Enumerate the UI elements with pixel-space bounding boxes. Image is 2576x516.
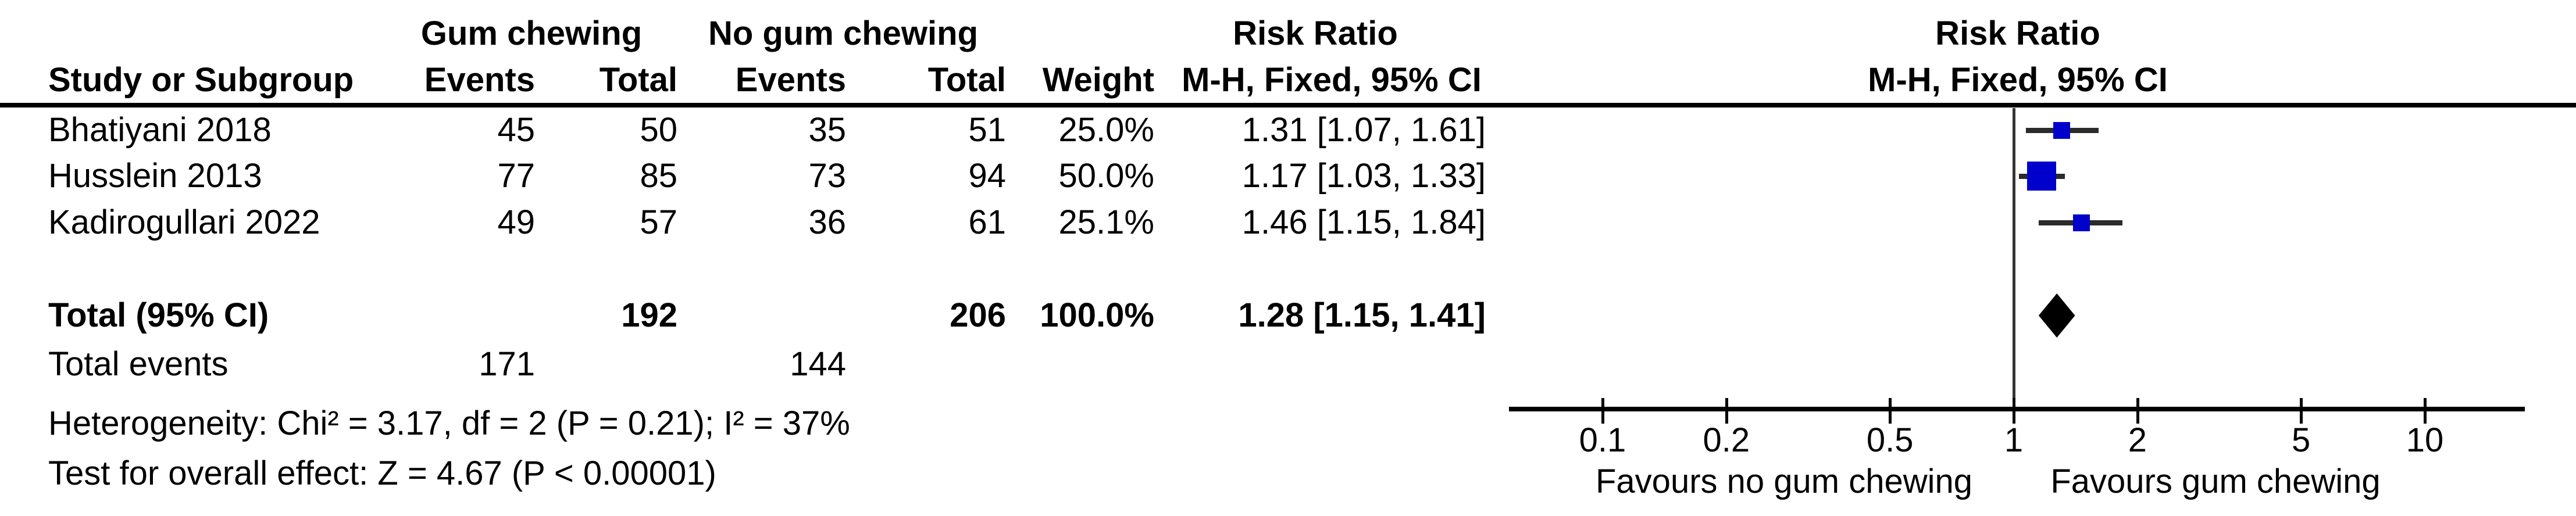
axis-tick xyxy=(1725,398,1728,424)
effect-square xyxy=(2053,121,2071,139)
events-no-gum: 36 xyxy=(808,203,846,241)
events-gum: 45 xyxy=(497,111,535,149)
study-name: Husslein 2013 xyxy=(48,157,262,195)
axis-tick-label: 0.1 xyxy=(1579,421,1626,459)
events-no-gum: 35 xyxy=(808,111,846,149)
total-weight: 100.0% xyxy=(1040,296,1154,334)
axis-tick xyxy=(1601,398,1604,424)
method-header-right: M-H, Fixed, 95% CI xyxy=(1868,61,2168,99)
total-no-gum: 51 xyxy=(968,111,1006,149)
risk-ratio-header-left: Risk Ratio xyxy=(1233,15,1398,52)
col-group-no-gum-chewing: No gum chewing xyxy=(708,15,978,52)
axis-tick xyxy=(2424,398,2427,424)
axis-tick xyxy=(2136,398,2139,424)
weight-value: 50.0% xyxy=(1058,157,1154,195)
total-events-no-gum: 144 xyxy=(790,345,846,383)
total-header-gum: Total xyxy=(599,61,677,99)
overall-effect-note: Test for overall effect: Z = 4.67 (P < 0… xyxy=(48,454,716,492)
favours-left-label: Favours no gum chewing xyxy=(1596,463,1972,500)
events-header-no-gum: Events xyxy=(735,61,846,99)
total-ci-text: 1.28 [1.15, 1.41] xyxy=(1238,296,1486,334)
risk-ratio-ci-text: 1.46 [1.15, 1.84] xyxy=(1241,203,1486,241)
study-name: Bhatiyani 2018 xyxy=(48,111,272,149)
total-gum: 57 xyxy=(640,203,677,241)
risk-ratio-ci-text: 1.31 [1.07, 1.61] xyxy=(1241,111,1486,149)
axis-tick xyxy=(2300,398,2303,424)
axis-tick-label: 10 xyxy=(2406,421,2444,459)
axis-tick xyxy=(2013,398,2015,424)
total-events-gum: 171 xyxy=(479,345,535,383)
weight-header: Weight xyxy=(1042,61,1154,99)
pooled-diamond xyxy=(2038,293,2075,338)
events-gum: 49 xyxy=(497,203,535,241)
total-gum: 85 xyxy=(640,157,677,195)
events-gum: 77 xyxy=(497,157,535,195)
total-no-gum: 206 xyxy=(950,296,1006,334)
axis-tick-label: 0.2 xyxy=(1703,421,1750,459)
total-gum: 50 xyxy=(640,111,677,149)
total-gum: 192 xyxy=(621,296,677,334)
study-subgroup-header: Study or Subgroup xyxy=(48,61,354,99)
favours-right-label: Favours gum chewing xyxy=(2050,463,2381,500)
total-no-gum: 94 xyxy=(968,157,1006,195)
col-group-gum-chewing: Gum chewing xyxy=(420,15,643,52)
total-events-label: Total events xyxy=(48,345,229,383)
axis-tick-label: 0.5 xyxy=(1866,421,1914,459)
risk-ratio-header-right: Risk Ratio xyxy=(1935,15,2100,52)
header-separator-line xyxy=(0,103,2576,107)
x-axis-line xyxy=(1509,407,2525,411)
weight-value: 25.0% xyxy=(1058,111,1154,149)
weight-value: 25.1% xyxy=(1058,203,1154,241)
axis-tick xyxy=(1889,398,1892,424)
heterogeneity-note: Heterogeneity: Chi² = 3.17, df = 2 (P = … xyxy=(48,404,850,442)
events-header-gum: Events xyxy=(424,61,535,99)
axis-tick-label: 5 xyxy=(2292,421,2311,459)
axis-tick-label: 2 xyxy=(2128,421,2147,459)
risk-ratio-ci-text: 1.17 [1.03, 1.33] xyxy=(1241,157,1486,195)
effect-square xyxy=(2072,214,2090,231)
total-no-gum: 61 xyxy=(968,203,1006,241)
effect-square xyxy=(2027,162,2057,191)
events-no-gum: 73 xyxy=(808,157,846,195)
total-header-no-gum: Total xyxy=(927,61,1006,99)
total-row-label: Total (95% CI) xyxy=(48,296,269,334)
study-name: Kadirogullari 2022 xyxy=(48,203,320,241)
method-header-left: M-H, Fixed, 95% CI xyxy=(1182,61,1482,99)
axis-tick-label: 1 xyxy=(2004,421,2024,459)
null-effect-line xyxy=(2013,108,2015,411)
